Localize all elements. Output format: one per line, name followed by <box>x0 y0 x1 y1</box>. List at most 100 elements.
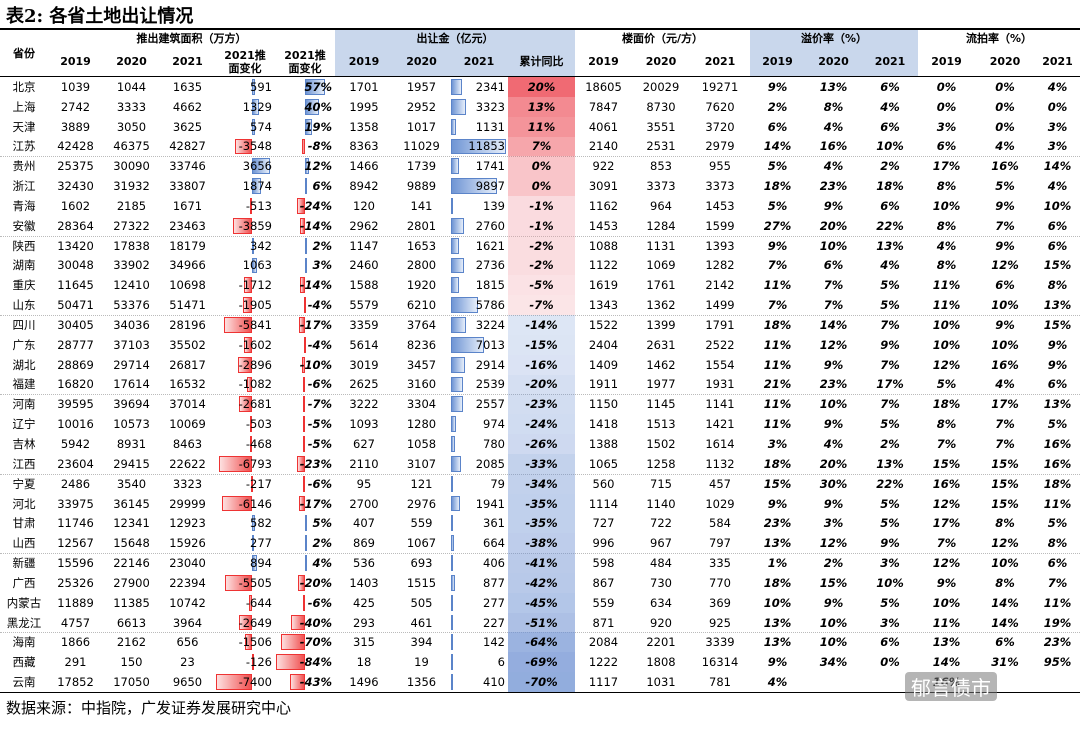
table-cell: 12% <box>932 496 961 511</box>
table-cell: -24% <box>525 417 558 432</box>
table-cell: 34966 <box>169 258 206 273</box>
table-cell: 10% <box>932 198 961 213</box>
data-bar <box>303 336 306 353</box>
table-cell: -6% <box>307 377 332 392</box>
table-cell: 28869 <box>57 357 94 372</box>
table-cell: 5% <box>880 417 900 432</box>
table-cell: 0% <box>531 159 552 174</box>
data-bar <box>451 257 464 274</box>
table-cell: 5% <box>1047 417 1068 432</box>
table-cell: -1506 <box>238 635 272 650</box>
table-cell: 10% <box>819 238 848 253</box>
data-bar <box>302 475 305 492</box>
data-bar <box>305 515 307 532</box>
table-cell: 867 <box>592 575 615 590</box>
data-bar <box>451 356 465 373</box>
table-cell: -1082 <box>238 377 272 392</box>
table-cell: 10% <box>932 317 961 332</box>
table-cell: 2162 <box>116 635 147 650</box>
table-cell: 1701 <box>349 79 379 94</box>
data-bar <box>451 475 453 492</box>
table-cell: 1122 <box>588 258 619 273</box>
table-cell: 1039 <box>60 79 91 94</box>
table-cell: 29999 <box>169 496 206 511</box>
table-cell: 4% <box>880 258 900 273</box>
table-cell: 582 <box>250 516 272 531</box>
province-name: 云南 <box>12 675 36 690</box>
data-bar <box>451 555 453 571</box>
table-cell: 5786 <box>475 298 505 313</box>
province-name: 天津 <box>12 119 36 134</box>
table-cell: 6% <box>1047 238 1068 253</box>
data-bar <box>451 98 467 115</box>
table-cell: 18% <box>1043 476 1072 491</box>
column-header: 2021推面变化 <box>215 47 275 76</box>
table-cell: -1% <box>529 218 554 233</box>
table-cell: 6% <box>995 278 1015 293</box>
table-cell: 1284 <box>646 218 676 233</box>
table-cell: 2742 <box>60 99 91 114</box>
table-cell: 27900 <box>113 575 150 590</box>
table-cell: -23% <box>299 456 332 471</box>
table-cell: 37014 <box>169 397 206 412</box>
data-bar <box>298 574 305 591</box>
data-bar <box>252 98 259 115</box>
table-cell: 2631 <box>646 337 676 352</box>
table-cell: 0% <box>1047 99 1068 114</box>
province-name: 安徽 <box>12 218 36 233</box>
table-cell: 20% <box>819 456 848 471</box>
table-cell: 4% <box>767 675 788 690</box>
table-title: 表2: 各省土地出让情况 <box>6 6 194 27</box>
heat-cell <box>508 354 575 375</box>
table-cell: 14% <box>763 139 792 154</box>
table-cell: 9650 <box>172 675 203 690</box>
table-cell: 10% <box>1043 198 1072 213</box>
table-cell: -10% <box>299 357 332 372</box>
data-bar <box>251 475 254 492</box>
data-bar <box>451 594 453 611</box>
province-name: 吉林 <box>12 437 36 451</box>
table-cell: 9% <box>1047 357 1068 372</box>
table-cell: 28364 <box>57 218 94 233</box>
data-bar <box>252 158 270 175</box>
data-bar <box>233 217 253 234</box>
table-cell: 23% <box>819 179 848 194</box>
column-header: 2020 <box>103 47 160 76</box>
table-cell: 6% <box>880 79 900 94</box>
table-cell: 22% <box>876 476 904 491</box>
data-bar <box>305 79 325 95</box>
table-cell: -3859 <box>238 218 272 233</box>
table-cell: 4% <box>823 119 844 134</box>
table-cell: 18605 <box>585 79 622 94</box>
table-cell: 1131 <box>646 238 676 253</box>
table-cell: 693 <box>410 556 433 571</box>
header-cell: 省份 <box>13 46 35 60</box>
data-bar <box>451 495 461 512</box>
row-divider <box>0 235 1080 237</box>
table-cell: 369 <box>709 595 731 610</box>
table-cell: 1619 <box>588 278 619 293</box>
table-cell: 9% <box>767 79 788 94</box>
province-name: 湖北 <box>12 357 36 372</box>
table-cell: 11% <box>763 337 792 352</box>
table-cell: 5% <box>936 377 957 392</box>
table-cell: 7% <box>880 397 900 412</box>
table-cell: 3% <box>312 258 332 273</box>
province-name: 海南 <box>12 635 36 650</box>
column-header: 2021 <box>1035 47 1080 76</box>
table-cell: 13% <box>1043 397 1072 412</box>
column-header: 2021 <box>160 47 215 76</box>
table-cell: -17% <box>299 317 332 332</box>
table-cell: 1222 <box>588 655 619 670</box>
watermark: 郁言债市 <box>905 672 997 701</box>
table-cell: 1093 <box>349 417 379 432</box>
data-bar <box>238 356 253 373</box>
table-cell: 1602 <box>60 198 91 213</box>
column-header: 2020 <box>805 47 862 76</box>
table-cell: 1141 <box>705 397 735 412</box>
table-cell: 8% <box>936 218 957 233</box>
table-cell: 425 <box>353 595 375 610</box>
table-cell: 227 <box>483 615 505 630</box>
data-bar <box>451 416 456 433</box>
table-cell: 574 <box>250 119 272 134</box>
